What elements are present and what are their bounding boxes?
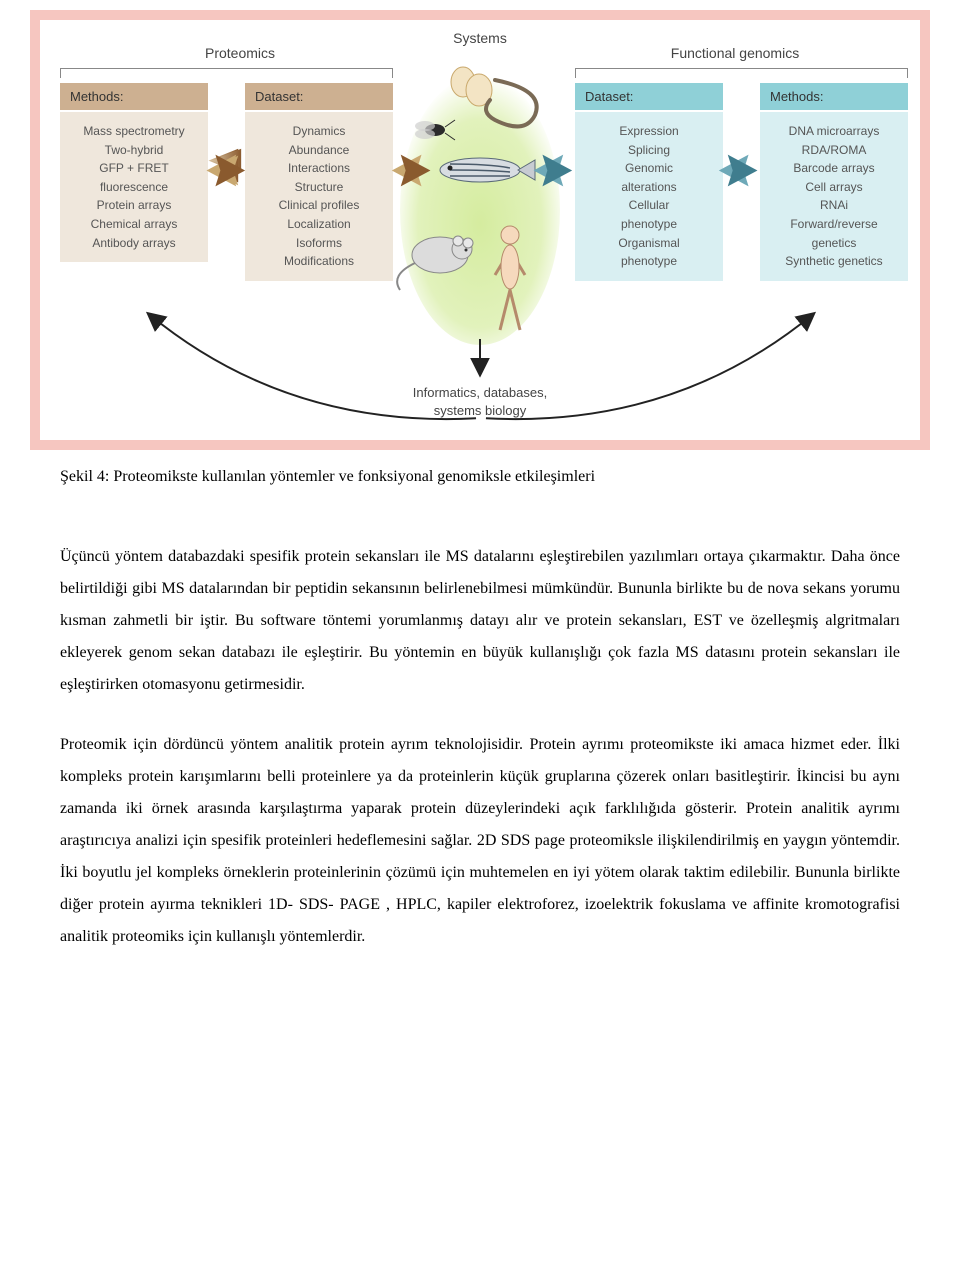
proteomics-bracket [60,68,393,78]
panel-head-proteomics-dataset: Dataset: [245,83,393,110]
figure-caption: Şekil 4: Proteomikste kullanılan yönteml… [60,468,900,486]
genomics-dataset-panel: Dataset: ExpressionSplicingGenomicaltera… [575,83,723,281]
proteomics-methods-panel: Methods: Mass spectrometryTwo-hybridGFP … [60,83,208,262]
figure-container: Systems Proteomics Methods: Mass spectro… [30,10,930,450]
organisms-illustration [395,60,565,350]
paragraph-1: Üçüncü yöntem databazdaki spesifik prote… [60,541,900,701]
systems-label: Systems [453,30,507,46]
panel-head-genomics-dataset: Dataset: [575,83,723,110]
panel-head-proteomics-methods: Methods: [60,83,208,110]
proteomics-title: Proteomics [160,45,320,61]
paragraph-2: Proteomik için dördüncü yöntem analitik … [60,729,900,953]
proteomics-dataset-list: DynamicsAbundanceInteractionsStructureCl… [245,112,393,281]
informatics-line1: Informatics, databases, [413,384,547,402]
body-text: Üçüncü yöntem databazdaki spesifik prote… [60,541,900,953]
proteomics-methods-list: Mass spectrometryTwo-hybridGFP + FRETflu… [60,112,208,262]
informatics-label: Informatics, databases, systems biology [413,384,547,420]
genomics-methods-list: DNA microarraysRDA/ROMABarcode arraysCel… [760,112,908,281]
genomics-title: Functional genomics [635,45,835,61]
panel-head-genomics-methods: Methods: [760,83,908,110]
informatics-line2: systems biology [413,402,547,420]
genomics-bracket [575,68,908,78]
proteomics-dataset-panel: Dataset: DynamicsAbundanceInteractionsSt… [245,83,393,281]
figure-diagram: Systems Proteomics Methods: Mass spectro… [40,20,920,440]
genomics-methods-panel: Methods: DNA microarraysRDA/ROMABarcode … [760,83,908,281]
genomics-dataset-list: ExpressionSplicingGenomicalterationsCell… [575,112,723,281]
